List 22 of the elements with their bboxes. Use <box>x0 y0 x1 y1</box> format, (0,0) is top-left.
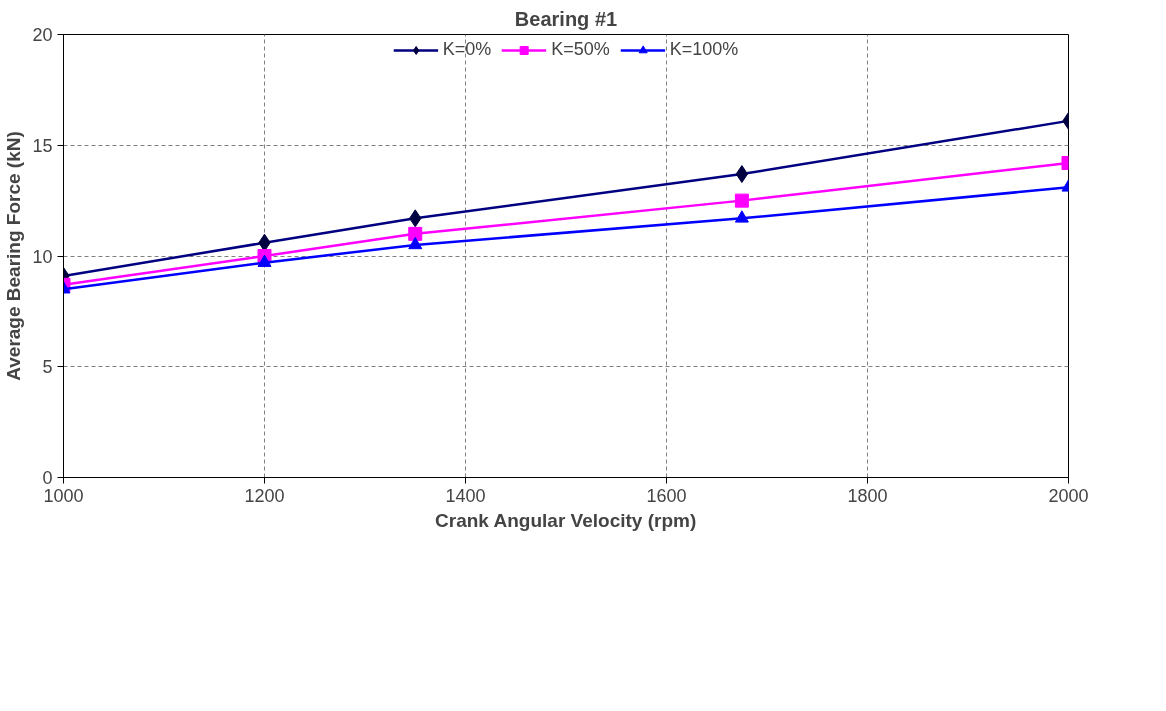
point <box>734 193 749 208</box>
y-tick-label: 5 <box>42 357 53 378</box>
x-tick-label: 1000 <box>43 485 84 506</box>
x-axis-title: Crank Angular Velocity (rpm) <box>435 509 697 531</box>
point <box>408 226 423 241</box>
y-tick-label: 0 <box>42 468 53 488</box>
point <box>734 210 749 223</box>
x-tick-label: 1600 <box>646 485 687 506</box>
y-tick-label: 10 <box>32 246 53 267</box>
y-tick-label: 15 <box>32 135 53 156</box>
legend-label: K=100% <box>669 39 739 60</box>
y-tick-label: 20 <box>32 25 53 45</box>
x-tick-label: 2000 <box>1048 485 1089 506</box>
point <box>408 236 423 250</box>
x-tick-label: 1800 <box>847 485 888 506</box>
y-axis-title: Average Bearing Force (kN) <box>3 131 25 381</box>
legend-label: K=0% <box>442 39 492 60</box>
x-tick-label: 1200 <box>244 485 285 506</box>
x-tick-label: 1400 <box>445 485 486 506</box>
chart-title: Bearing #1 <box>514 7 618 30</box>
point <box>257 254 272 267</box>
legend-label: K=50% <box>551 39 610 60</box>
